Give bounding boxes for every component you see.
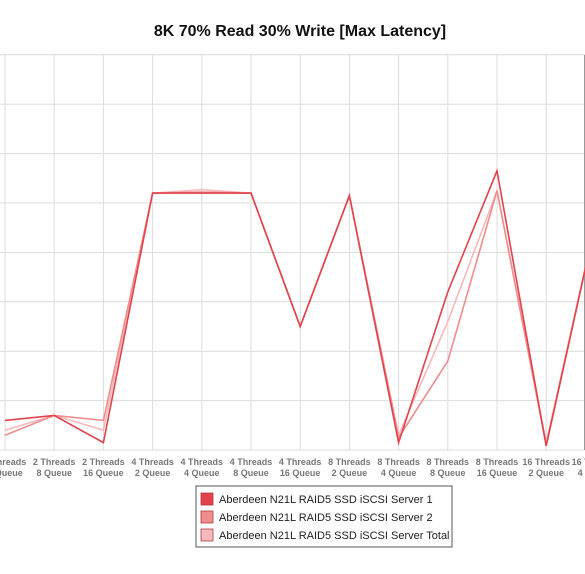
series-line: [4, 168, 585, 447]
x-tick-label: 2 Threads 16 Queue: [82, 457, 125, 478]
legend-label: Aberdeen N21L RAID5 SSD iSCSI Server Tot…: [219, 530, 450, 542]
x-tick-label: 16 Threads 2 Queue: [522, 457, 570, 478]
legend-swatch: [200, 528, 214, 542]
chart-title: 8K 70% Read 30% Write [Max Latency]: [154, 23, 446, 40]
x-tick-label: 8 Threads 4 Queue: [377, 457, 420, 478]
series-line: [4, 190, 585, 446]
legend: Aberdeen N21L RAID5 SSD iSCSI Server 1 Ab…: [195, 485, 453, 548]
x-tick-label: 4 Threads 8 Queue: [230, 457, 273, 478]
legend-label: Aberdeen N21L RAID5 SSD iSCSI Server 1: [219, 494, 433, 506]
series-line: [4, 187, 585, 443]
legend-label: Aberdeen N21L RAID5 SSD iSCSI Server 2: [219, 512, 433, 524]
x-tick-label: 4 Threads 2 Queue: [131, 457, 174, 478]
x-tick-label: 4 Threads 4 Queue: [181, 457, 224, 478]
legend-swatch: [200, 510, 214, 524]
x-tick-label: 2 Threads 8 Queue: [33, 457, 76, 478]
legend-items: Aberdeen N21L RAID5 SSD iSCSI Server 1 Ab…: [200, 492, 450, 542]
legend-swatch: [200, 492, 214, 506]
x-tick-label: 8 Threads 16 Queue: [476, 457, 519, 478]
legend-box: [195, 485, 453, 548]
series-lines: [4, 168, 585, 447]
x-tick-label: 4 Threads 16 Queue: [279, 457, 322, 478]
x-tick-label: 8 Threads 2 Queue: [328, 457, 371, 478]
grid: [0, 54, 585, 451]
x-tick-label: 8 Threads 8 Queue: [427, 457, 470, 478]
